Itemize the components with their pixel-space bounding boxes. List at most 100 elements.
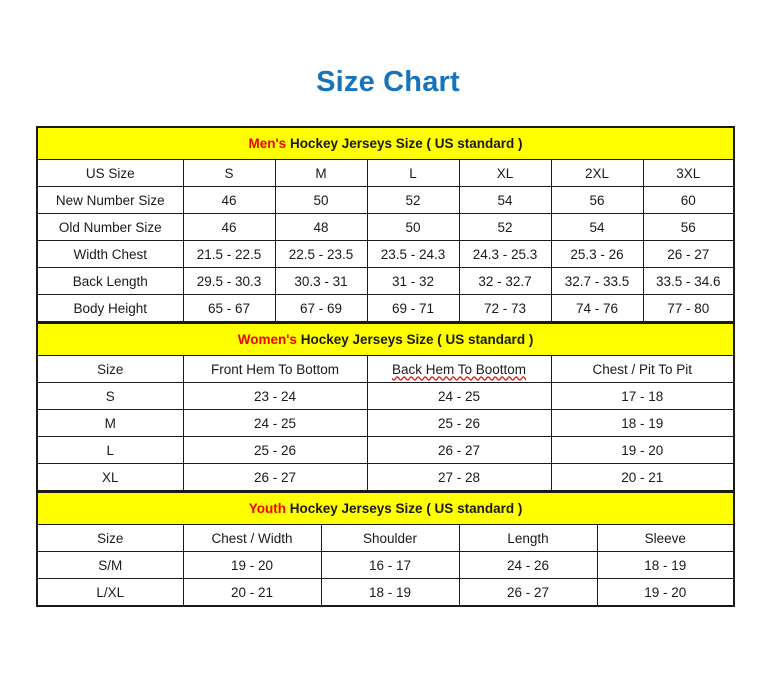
womens-cell-1-1: 25 - 26	[366, 409, 552, 437]
mens-cell-4-2: 69 - 71	[366, 294, 460, 323]
mens-size-table: Men's Hockey Jerseys Size ( US standard …	[36, 126, 736, 323]
mens-cell-0-5: 60	[642, 186, 735, 214]
mens-row-label-2: Width Chest	[36, 240, 184, 268]
youth-col-header-0: Size	[36, 524, 184, 552]
table-row: Width Chest 21.5 - 22.5 22.5 - 23.5 23.5…	[36, 240, 735, 268]
youth-cell-1-3: 19 - 20	[596, 578, 735, 607]
womens-col-header-0: Size	[36, 355, 184, 383]
youth-col-header-1: Chest / Width	[182, 524, 322, 552]
mens-cell-1-0: 46	[182, 213, 276, 241]
youth-header-row: Size Chest / Width Shoulder Length Sleev…	[36, 524, 735, 552]
mens-row-label-4: Body Height	[36, 294, 184, 323]
size-tables-container: Men's Hockey Jerseys Size ( US standard …	[36, 126, 736, 607]
womens-cell-3-0: 26 - 27	[182, 463, 368, 492]
table-row: L 25 - 26 26 - 27 19 - 20	[36, 436, 735, 464]
mens-cell-0-0: 46	[182, 186, 276, 214]
youth-cell-1-0: 20 - 21	[182, 578, 322, 607]
mens-row-label-3: Back Length	[36, 267, 184, 295]
womens-cell-2-1: 26 - 27	[366, 436, 552, 464]
mens-cell-3-3: 32 - 32.7	[458, 267, 552, 295]
mens-cell-0-4: 56	[550, 186, 644, 214]
youth-banner-accent: Youth	[248, 501, 286, 516]
womens-cell-2-0: 25 - 26	[182, 436, 368, 464]
youth-section-banner: Youth Hockey Jerseys Size ( US standard …	[36, 492, 735, 525]
mens-banner-rest: Hockey Jerseys Size ( US standard )	[286, 136, 523, 151]
womens-cell-1-2: 18 - 19	[550, 409, 735, 437]
womens-section-banner: Women's Hockey Jerseys Size ( US standar…	[36, 323, 735, 356]
womens-header-row: Size Front Hem To Bottom Back Hem To Boo…	[36, 355, 735, 383]
mens-cell-2-2: 23.5 - 24.3	[366, 240, 460, 268]
mens-cell-1-5: 56	[642, 213, 735, 241]
mens-cell-2-3: 24.3 - 25.3	[458, 240, 552, 268]
mens-col-header-3: L	[366, 159, 460, 187]
mens-cell-4-0: 65 - 67	[182, 294, 276, 323]
womens-row-label-3: XL	[36, 463, 184, 492]
youth-banner-rest: Hockey Jerseys Size ( US standard )	[285, 501, 523, 516]
youth-cell-1-2: 26 - 27	[458, 578, 598, 607]
table-row: Back Length 29.5 - 30.3 30.3 - 31 31 - 3…	[36, 267, 735, 295]
mens-cell-3-5: 33.5 - 34.6	[642, 267, 735, 295]
table-row: S 23 - 24 24 - 25 17 - 18	[36, 382, 735, 410]
table-row: L/XL 20 - 21 18 - 19 26 - 27 19 - 20	[36, 578, 735, 607]
mens-cell-3-1: 30.3 - 31	[274, 267, 368, 295]
mens-cell-4-3: 72 - 73	[458, 294, 552, 323]
mens-row-label-1: Old Number Size	[36, 213, 184, 241]
womens-banner-rest: Hockey Jerseys Size ( US standard )	[296, 332, 534, 347]
womens-cell-0-2: 17 - 18	[550, 382, 735, 410]
mens-cell-1-1: 48	[274, 213, 368, 241]
mens-col-header-6: 3XL	[642, 159, 735, 187]
table-row: Body Height 65 - 67 67 - 69 69 - 71 72 -…	[36, 294, 735, 323]
youth-cell-0-1: 16 - 17	[320, 551, 460, 579]
mens-section-banner: Men's Hockey Jerseys Size ( US standard …	[36, 126, 735, 160]
mens-cell-1-2: 50	[366, 213, 460, 241]
youth-banner-row: Youth Hockey Jerseys Size ( US standard …	[36, 492, 735, 525]
womens-cell-2-2: 19 - 20	[550, 436, 735, 464]
youth-row-label-0: S/M	[36, 551, 184, 579]
womens-cell-3-2: 20 - 21	[550, 463, 735, 492]
womens-col-header-2: Back Hem To Boottom	[366, 355, 552, 383]
youth-row-label-1: L/XL	[36, 578, 184, 607]
mens-col-header-2: M	[274, 159, 368, 187]
mens-col-header-1: S	[182, 159, 276, 187]
mens-cell-0-2: 52	[366, 186, 460, 214]
mens-banner-row: Men's Hockey Jerseys Size ( US standard …	[36, 126, 735, 160]
womens-row-label-1: M	[36, 409, 184, 437]
mens-header-row: US Size S M L XL 2XL 3XL	[36, 159, 735, 187]
womens-size-table: Women's Hockey Jerseys Size ( US standar…	[36, 323, 736, 492]
womens-cell-1-0: 24 - 25	[182, 409, 368, 437]
mens-cell-4-4: 74 - 76	[550, 294, 644, 323]
mens-banner-accent: Men's	[248, 136, 287, 151]
mens-cell-1-3: 52	[458, 213, 552, 241]
mens-col-header-5: 2XL	[550, 159, 644, 187]
youth-col-header-2: Shoulder	[320, 524, 460, 552]
table-row: M 24 - 25 25 - 26 18 - 19	[36, 409, 735, 437]
mens-cell-3-0: 29.5 - 30.3	[182, 267, 276, 295]
mens-cell-2-5: 26 - 27	[642, 240, 735, 268]
youth-col-header-4: Sleeve	[596, 524, 735, 552]
youth-cell-0-0: 19 - 20	[182, 551, 322, 579]
womens-cell-3-1: 27 - 28	[366, 463, 552, 492]
youth-cell-1-1: 18 - 19	[320, 578, 460, 607]
womens-col-header-1: Front Hem To Bottom	[182, 355, 368, 383]
mens-cell-4-1: 67 - 69	[274, 294, 368, 323]
womens-col-header-2-text: Back Hem To Boottom	[391, 361, 527, 377]
mens-cell-0-3: 54	[458, 186, 552, 214]
youth-col-header-3: Length	[458, 524, 598, 552]
womens-cell-0-1: 24 - 25	[366, 382, 552, 410]
womens-cell-0-0: 23 - 24	[182, 382, 368, 410]
youth-size-table: Youth Hockey Jerseys Size ( US standard …	[36, 492, 736, 607]
womens-row-label-0: S	[36, 382, 184, 410]
table-row: XL 26 - 27 27 - 28 20 - 21	[36, 463, 735, 492]
mens-cell-4-5: 77 - 80	[642, 294, 735, 323]
mens-cell-1-4: 54	[550, 213, 644, 241]
womens-banner-accent: Women's	[237, 332, 297, 347]
mens-row-label-0: New Number Size	[36, 186, 184, 214]
mens-cell-0-1: 50	[274, 186, 368, 214]
mens-cell-2-4: 25.3 - 26	[550, 240, 644, 268]
table-row: New Number Size 46 50 52 54 56 60	[36, 186, 735, 214]
womens-banner-row: Women's Hockey Jerseys Size ( US standar…	[36, 323, 735, 356]
table-row: Old Number Size 46 48 50 52 54 56	[36, 213, 735, 241]
womens-row-label-2: L	[36, 436, 184, 464]
mens-col-header-0: US Size	[36, 159, 184, 187]
